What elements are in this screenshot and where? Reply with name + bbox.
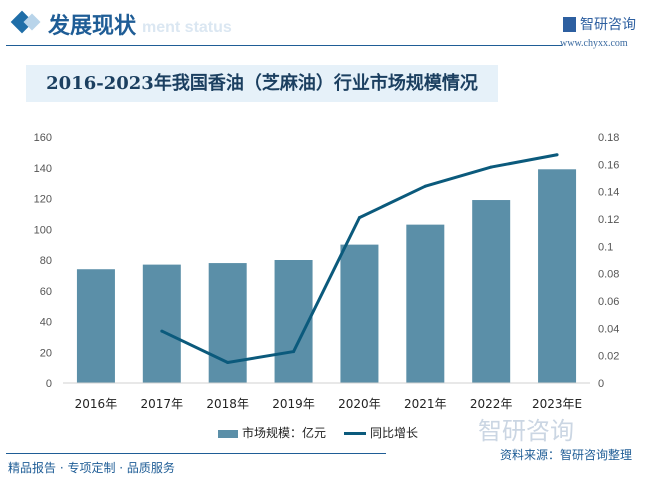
logo-url: www.chyxx.com [560, 38, 628, 49]
bar [340, 244, 379, 383]
x-tick-label: 2021年 [404, 397, 447, 411]
growth-point [555, 153, 559, 157]
growth-point [160, 329, 164, 333]
y-tick-label: 140 [34, 163, 52, 175]
y2-tick-label: 0.06 [598, 296, 619, 308]
growth-point [292, 350, 296, 354]
chart-title: 2016-2023年我国香油（芝麻油）行业市场规模情况 [46, 73, 478, 94]
legend-label: 同比增长 [370, 426, 419, 440]
footer-slogan: 精品报告 · 专项定制 · 品质服务 [8, 461, 175, 475]
x-tick-label: 2023年E [532, 397, 582, 411]
legend: 市场规模：亿元 同比增长 [218, 424, 418, 441]
legend-swatch-line [344, 432, 367, 435]
bar [274, 260, 313, 383]
y-tick-label: 120 [34, 194, 52, 206]
x-tick-label: 2020年 [338, 397, 381, 411]
bar [142, 264, 181, 383]
x-tick-label: 2019年 [272, 397, 315, 411]
legend-item-line: 同比增长 [344, 424, 418, 441]
bar [472, 200, 511, 383]
bar [538, 169, 577, 383]
y-tick-label: 40 [40, 317, 52, 329]
y2-tick-label: 0.12 [598, 214, 619, 226]
x-tick-label: 2017年 [141, 397, 184, 411]
y2-tick-label: 0.08 [598, 269, 619, 281]
legend-label: 市场规模：亿元 [242, 426, 327, 440]
legend-swatch-bar [218, 429, 238, 438]
brand-logo: 智研咨询 [563, 14, 636, 34]
footer-divider [6, 453, 386, 454]
y-tick-label: 160 [34, 132, 52, 144]
logo-icon [563, 16, 576, 32]
growth-point [226, 361, 230, 364]
logo-text: 智研咨询 [580, 17, 636, 33]
bar [76, 269, 115, 383]
y-tick-label: 60 [40, 286, 52, 298]
x-tick-label: 2016年 [75, 397, 118, 411]
x-tick-label: 2018年 [206, 397, 249, 411]
title-band [26, 65, 498, 102]
y2-tick-label: 0.02 [598, 351, 619, 363]
growth-point [489, 165, 493, 169]
y2-tick-label: 0.04 [598, 323, 619, 335]
source-note: 资料来源：智研咨询整理 [500, 448, 633, 462]
y-tick-label: 20 [40, 347, 52, 359]
legend-item-bar: 市场规模：亿元 [218, 424, 326, 441]
y2-tick-label: 0.1 [598, 241, 613, 253]
bar [406, 224, 445, 383]
y2-tick-label: 0.14 [598, 187, 619, 199]
y-tick-label: 0 [46, 378, 52, 390]
y2-tick-label: 0.18 [598, 132, 619, 144]
header-divider [6, 45, 562, 46]
footer-watermark: 智研咨询 [478, 417, 574, 445]
x-tick-label: 2022年 [470, 397, 513, 411]
y2-tick-label: 0.16 [598, 159, 619, 171]
y-tick-label: 80 [40, 255, 52, 267]
growth-point [357, 216, 361, 220]
section-title: 发展现状 [48, 14, 137, 39]
y-tick-label: 100 [34, 224, 52, 236]
growth-point [423, 184, 427, 188]
y2-tick-label: 0 [598, 378, 604, 390]
header-ghost-text: ment status [142, 19, 232, 36]
bar [208, 263, 247, 383]
